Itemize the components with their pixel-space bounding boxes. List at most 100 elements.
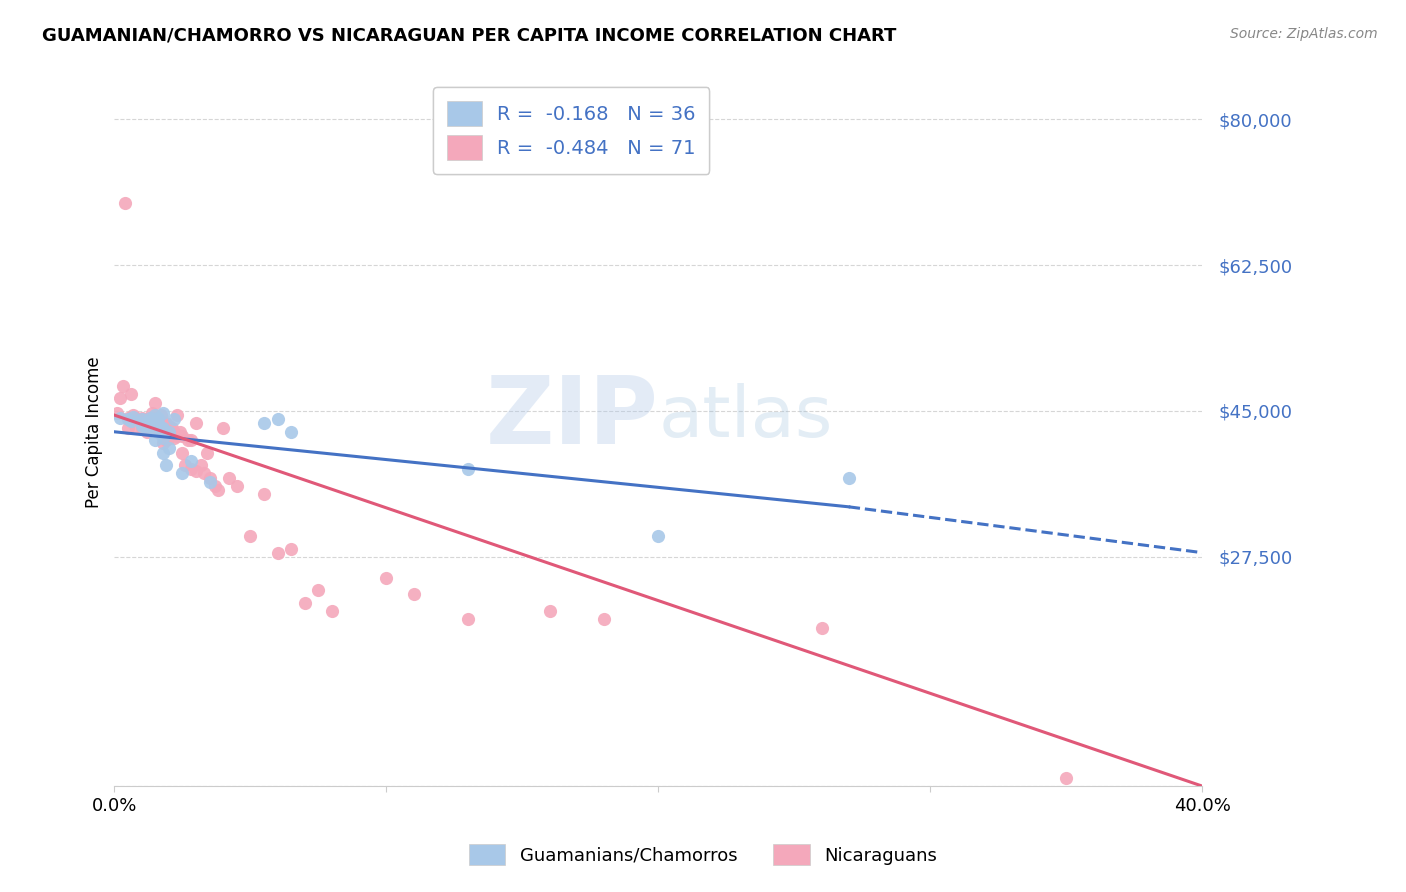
Point <box>143 410 166 425</box>
Point <box>117 410 139 425</box>
Point <box>212 420 235 434</box>
Point <box>177 433 200 447</box>
Point <box>139 410 162 425</box>
Point <box>198 470 221 484</box>
Point <box>120 414 142 428</box>
Point <box>136 414 159 428</box>
Point <box>155 458 177 472</box>
Point <box>163 425 186 439</box>
Point <box>402 587 425 601</box>
Point <box>172 467 194 481</box>
Point <box>134 412 156 426</box>
Point <box>538 604 561 618</box>
Text: atlas: atlas <box>658 384 832 452</box>
Point <box>457 612 479 626</box>
Point <box>122 408 145 422</box>
Point <box>149 425 172 439</box>
Point <box>163 412 186 426</box>
Point <box>122 409 145 424</box>
Point <box>198 475 221 489</box>
Point <box>111 379 134 393</box>
Point <box>131 410 153 425</box>
Point <box>120 387 142 401</box>
Point <box>266 546 288 560</box>
Point <box>108 410 131 425</box>
Point <box>225 479 247 493</box>
Point <box>266 412 288 426</box>
Point <box>195 445 218 459</box>
Point <box>157 431 180 445</box>
Point <box>131 412 153 426</box>
Point <box>105 406 128 420</box>
Point <box>117 420 139 434</box>
Point <box>321 604 343 618</box>
Point <box>152 431 174 445</box>
Point <box>157 419 180 434</box>
Point <box>193 467 215 481</box>
Point <box>146 416 169 430</box>
Point <box>143 433 166 447</box>
Point <box>307 583 329 598</box>
Point <box>172 429 194 443</box>
Point <box>280 541 302 556</box>
Point <box>136 420 159 434</box>
Text: Source: ZipAtlas.com: Source: ZipAtlas.com <box>1230 27 1378 41</box>
Point <box>149 408 172 422</box>
Point <box>149 420 172 434</box>
Point <box>157 425 180 439</box>
Point <box>143 408 166 422</box>
Y-axis label: Per Capita Income: Per Capita Income <box>86 356 103 508</box>
Point <box>143 417 166 431</box>
Point <box>149 420 172 434</box>
Point <box>166 408 188 422</box>
Point <box>810 621 832 635</box>
Point <box>131 420 153 434</box>
Point <box>152 406 174 420</box>
Point <box>157 442 180 456</box>
Text: GUAMANIAN/CHAMORRO VS NICARAGUAN PER CAPITA INCOME CORRELATION CHART: GUAMANIAN/CHAMORRO VS NICARAGUAN PER CAP… <box>42 27 897 45</box>
Point <box>155 433 177 447</box>
Point <box>139 420 162 434</box>
Point <box>146 425 169 439</box>
Point <box>155 417 177 431</box>
Point <box>180 433 202 447</box>
Point <box>204 479 226 493</box>
Point <box>163 431 186 445</box>
Point <box>184 417 207 431</box>
Point <box>253 417 276 431</box>
Point <box>117 412 139 426</box>
Point <box>136 425 159 439</box>
Point <box>131 417 153 431</box>
Point <box>139 414 162 428</box>
Point <box>457 462 479 476</box>
Point <box>131 419 153 434</box>
Text: ZIP: ZIP <box>485 372 658 464</box>
Point <box>114 195 136 210</box>
Point <box>838 470 860 484</box>
Point <box>131 417 153 431</box>
Point <box>218 470 240 484</box>
Point <box>207 483 229 498</box>
Point <box>169 425 191 439</box>
Point <box>174 458 197 472</box>
Point <box>108 392 131 406</box>
Point <box>152 416 174 430</box>
Point <box>184 464 207 478</box>
Point <box>180 462 202 476</box>
Point <box>593 612 616 626</box>
Point <box>1054 771 1077 785</box>
Point <box>647 529 669 543</box>
Point <box>190 458 212 472</box>
Point <box>280 425 302 439</box>
Point <box>180 454 202 468</box>
Legend: R =  -0.168   N = 36, R =  -0.484   N = 71: R = -0.168 N = 36, R = -0.484 N = 71 <box>433 87 710 174</box>
Point <box>172 445 194 459</box>
Legend: Guamanians/Chamorros, Nicaraguans: Guamanians/Chamorros, Nicaraguans <box>460 835 946 874</box>
Point <box>152 420 174 434</box>
Point <box>143 422 166 436</box>
Point <box>146 410 169 425</box>
Point <box>143 395 166 409</box>
Point <box>152 445 174 459</box>
Point <box>253 487 276 501</box>
Point <box>375 571 398 585</box>
